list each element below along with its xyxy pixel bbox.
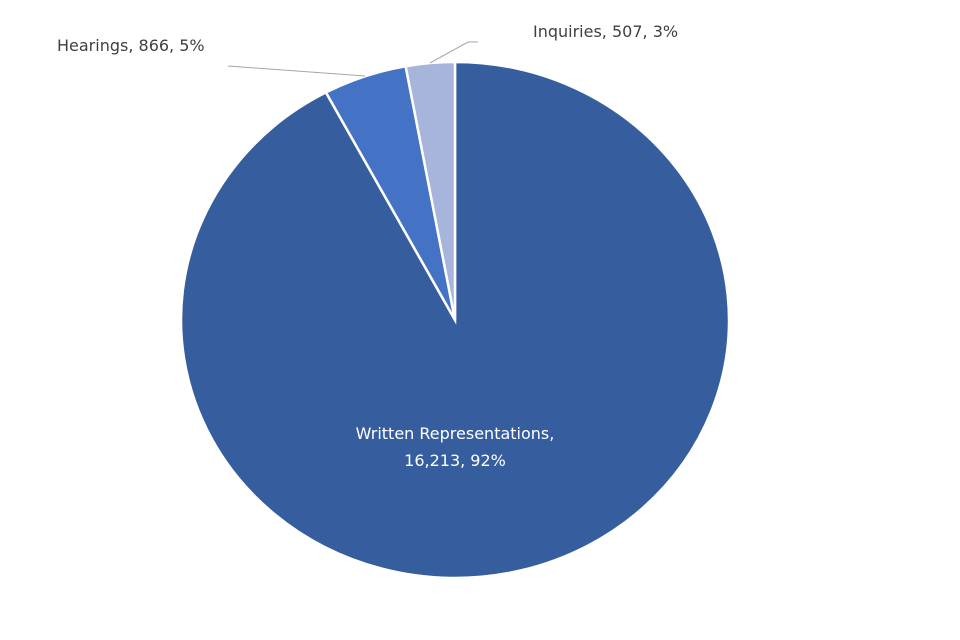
data-label: Inquiries, 507, 3% [533, 22, 679, 41]
leader-line [429, 41, 478, 64]
data-label: Hearings, 866, 5% [57, 36, 205, 55]
data-label: Written Representations, 16,213, 92% [355, 424, 555, 470]
leader-line [227, 65, 366, 77]
